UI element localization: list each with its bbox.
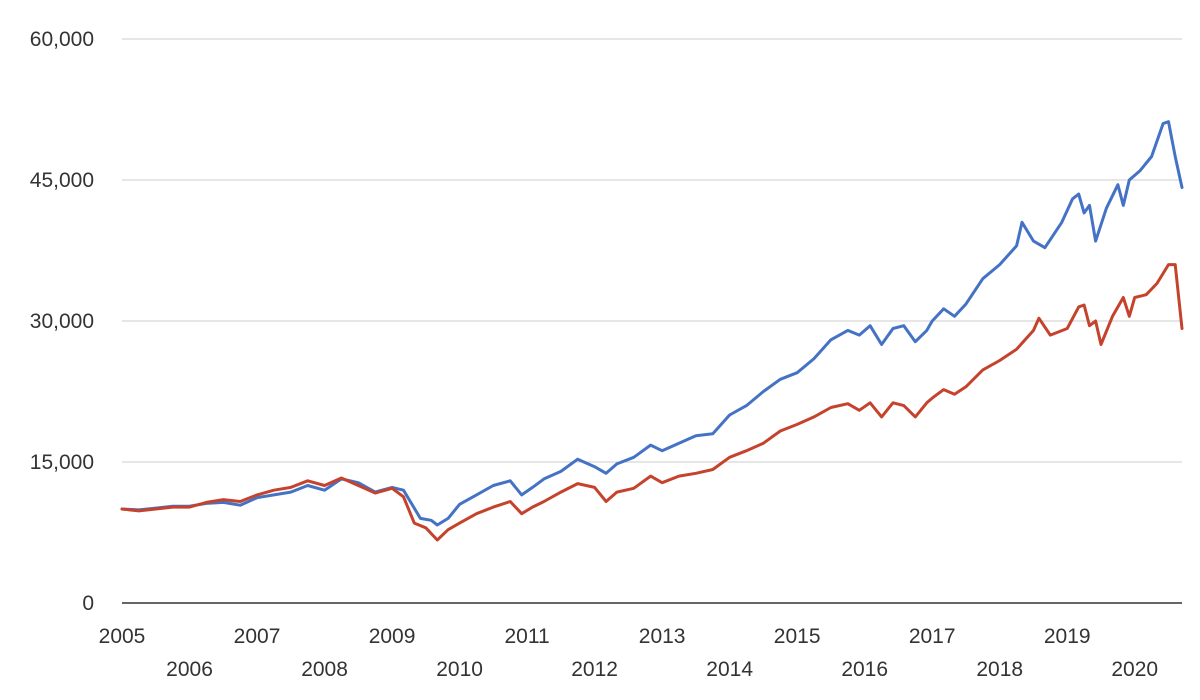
x-tick-label: 2006 bbox=[166, 658, 213, 681]
x-tick-label: 2018 bbox=[976, 658, 1023, 681]
y-axis-tick-labels: 0 15,000 30,000 45,000 60,000 bbox=[30, 28, 94, 615]
y-tick-label: 15,000 bbox=[30, 451, 94, 474]
x-tick-label: 2009 bbox=[369, 625, 416, 648]
y-tick-label: 60,000 bbox=[30, 28, 94, 51]
y-tick-label: 45,000 bbox=[30, 169, 94, 192]
x-tick-label: 2020 bbox=[1111, 658, 1158, 681]
x-tick-label: 2007 bbox=[234, 625, 281, 648]
gridlines bbox=[122, 38, 1182, 463]
x-tick-label: 2014 bbox=[706, 658, 753, 681]
y-tick-label: 30,000 bbox=[30, 310, 94, 333]
series-lines bbox=[120, 120, 1184, 542]
series-line-1 bbox=[120, 120, 1184, 527]
x-tick-label: 2017 bbox=[909, 625, 956, 648]
x-tick-label: 2011 bbox=[505, 625, 550, 648]
x-tick-label: 2012 bbox=[571, 658, 618, 681]
y-tick-label: 0 bbox=[82, 592, 94, 615]
x-tick-label: 2013 bbox=[639, 625, 686, 648]
x-tick-label: 2010 bbox=[436, 658, 483, 681]
x-tick-label: 2016 bbox=[841, 658, 888, 681]
x-tick-label: 2008 bbox=[301, 658, 348, 681]
x-axis-tick-labels: 2005 2006 2007 2008 2009 2010 2011 2012 2013 2014… bbox=[99, 625, 1158, 681]
x-tick-label: 2015 bbox=[774, 625, 821, 648]
x-tick-label: 2019 bbox=[1044, 625, 1091, 648]
x-tick-label: 2005 bbox=[99, 625, 146, 648]
series-line-2 bbox=[120, 263, 1184, 542]
